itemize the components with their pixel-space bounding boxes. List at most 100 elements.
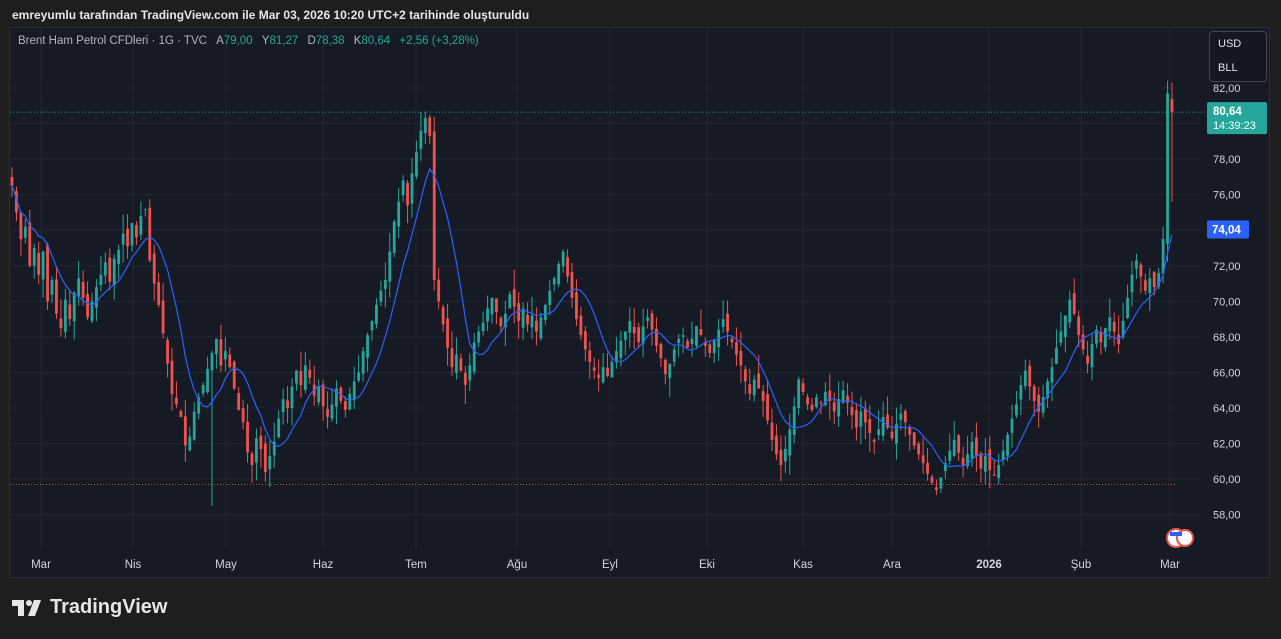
candle-down xyxy=(566,257,569,277)
candle-down xyxy=(735,342,738,355)
candle-up xyxy=(970,441,974,459)
candle-up xyxy=(1015,404,1018,416)
candle-up xyxy=(695,326,698,346)
candle-down xyxy=(850,407,854,416)
candle-up xyxy=(1148,278,1152,294)
candle-up xyxy=(983,456,987,472)
candle-down xyxy=(930,476,934,483)
candle-up xyxy=(623,331,627,340)
candle-up xyxy=(281,399,285,412)
candle-up xyxy=(370,320,374,331)
candle-down xyxy=(263,443,267,473)
candle-down xyxy=(441,307,445,325)
candle-up xyxy=(317,386,321,403)
candle-down xyxy=(1152,271,1156,288)
currency-label[interactable]: USD xyxy=(1218,38,1242,50)
x-tick-label: Haz xyxy=(313,559,334,571)
candle-down xyxy=(606,367,609,377)
tradingview-logo[interactable]: TradingView xyxy=(12,596,167,619)
ma-value-badge xyxy=(1207,220,1249,239)
candle-up xyxy=(503,313,507,328)
candle-up xyxy=(628,320,632,333)
candle-up xyxy=(455,354,458,374)
candle-down xyxy=(806,397,809,405)
open-label: A xyxy=(216,35,224,47)
candle-up xyxy=(615,351,618,363)
candle-down xyxy=(828,390,832,401)
currency-unit-selector[interactable]: USD BLL xyxy=(1209,31,1267,82)
candle-up xyxy=(548,290,552,305)
candle-down xyxy=(428,117,432,137)
candle-down xyxy=(126,228,129,247)
candle-up xyxy=(366,335,369,358)
candle-down xyxy=(28,222,32,266)
candle-up xyxy=(397,201,401,227)
candle-up xyxy=(272,441,276,456)
candle-down xyxy=(1139,264,1143,277)
candle-up xyxy=(481,322,485,332)
candle-down xyxy=(739,350,743,366)
candle-up xyxy=(815,397,818,408)
candle-up xyxy=(1090,344,1094,368)
candle-up xyxy=(1001,450,1005,460)
symbol-legend[interactable]: Brent Ham Petrol CFDleri · 1G · TVC A79,… xyxy=(18,35,479,47)
x-tick-label: 2026 xyxy=(976,559,1002,571)
candle-up xyxy=(303,365,307,390)
candle-up xyxy=(837,399,841,417)
candle-up xyxy=(899,413,903,420)
unit-label[interactable]: BLL xyxy=(1218,62,1238,74)
candle-down xyxy=(152,253,156,284)
candle-up xyxy=(1161,239,1165,274)
chart-frame[interactable] xyxy=(9,27,1270,578)
candle-down xyxy=(1099,331,1103,343)
candle-up xyxy=(1166,93,1169,244)
candle-down xyxy=(19,212,23,240)
candle-down xyxy=(170,360,174,394)
candle-down xyxy=(632,326,636,334)
candle-down xyxy=(10,176,14,186)
candle-up xyxy=(357,372,361,381)
candle-down xyxy=(179,411,183,417)
candle-up xyxy=(139,216,143,235)
x-tick-label: Ağu xyxy=(507,559,527,571)
candle-down xyxy=(921,455,925,464)
candle-down xyxy=(686,340,689,348)
y-tick-label: 64,00 xyxy=(1213,403,1241,415)
candle-up xyxy=(1023,370,1027,387)
candle-down xyxy=(1028,365,1032,387)
x-tick-label: May xyxy=(215,559,237,571)
candle-down xyxy=(975,437,978,457)
candle-up xyxy=(1010,418,1014,433)
candle-up xyxy=(23,226,27,238)
candle-down xyxy=(579,315,583,336)
candle-up xyxy=(295,370,298,384)
brand-name: TradingView xyxy=(50,596,168,618)
candle-up xyxy=(939,477,943,489)
close-label: K xyxy=(353,35,362,47)
candle-down xyxy=(406,183,409,206)
candle-down xyxy=(286,400,289,409)
flag-canton xyxy=(1170,532,1182,536)
candle-down xyxy=(912,432,916,446)
candle-up xyxy=(388,251,392,282)
x-tick-label: Şub xyxy=(1071,559,1091,571)
candle-up xyxy=(601,367,605,383)
candle-up xyxy=(63,299,67,332)
high-value: 81,27 xyxy=(269,35,299,47)
candle-down xyxy=(570,271,574,298)
candle-up xyxy=(201,384,205,394)
candle-up xyxy=(468,365,472,381)
candle-down xyxy=(583,331,587,350)
candle-up xyxy=(401,180,405,196)
candle-up xyxy=(690,338,694,345)
candle-down xyxy=(37,252,41,275)
candle-down xyxy=(1072,293,1076,314)
candle-down xyxy=(321,384,325,407)
candle-down xyxy=(592,367,596,371)
y-tick-label: 66,00 xyxy=(1213,367,1241,379)
candle-down xyxy=(846,395,849,403)
candle-down xyxy=(979,453,983,469)
candle-down xyxy=(935,487,938,490)
candle-up xyxy=(966,454,969,466)
